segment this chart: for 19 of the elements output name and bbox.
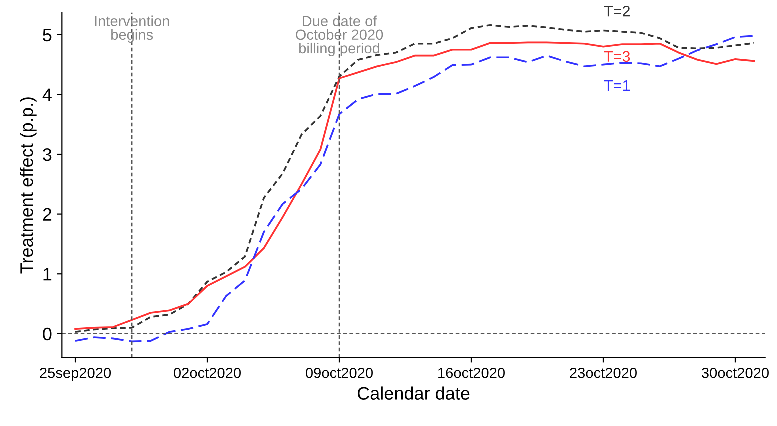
x-tick-label: 09oct2020 bbox=[306, 368, 373, 378]
x-tick-label: 30oct2020 bbox=[702, 368, 769, 378]
x-tick-label: 23oct2020 bbox=[570, 368, 637, 378]
ref-line-label: Due date of October 2020 billing period bbox=[296, 16, 384, 57]
y-tick-label: 0 bbox=[43, 328, 52, 341]
y-tick-label: 4 bbox=[42, 88, 52, 102]
series-label: T=1 bbox=[604, 80, 630, 91]
series-label: T=3 bbox=[604, 51, 630, 62]
x-axis-title: Calendar date bbox=[358, 386, 470, 400]
x-tick-label: 16oct2020 bbox=[438, 368, 505, 378]
series-label: T=2 bbox=[604, 6, 630, 17]
y-tick-label: 2 bbox=[43, 208, 52, 221]
y-axis-title: Treatment effect (p.p.) bbox=[20, 98, 37, 274]
y-tick-label: 1 bbox=[44, 268, 52, 281]
y-tick-label: 5 bbox=[43, 29, 52, 42]
x-tick-label: 25sep2020 bbox=[40, 368, 112, 382]
y-tick-label: 3 bbox=[43, 148, 52, 162]
x-tick-label: 02oct2020 bbox=[174, 368, 241, 378]
ref-line-label: Intervention begins bbox=[95, 16, 170, 43]
